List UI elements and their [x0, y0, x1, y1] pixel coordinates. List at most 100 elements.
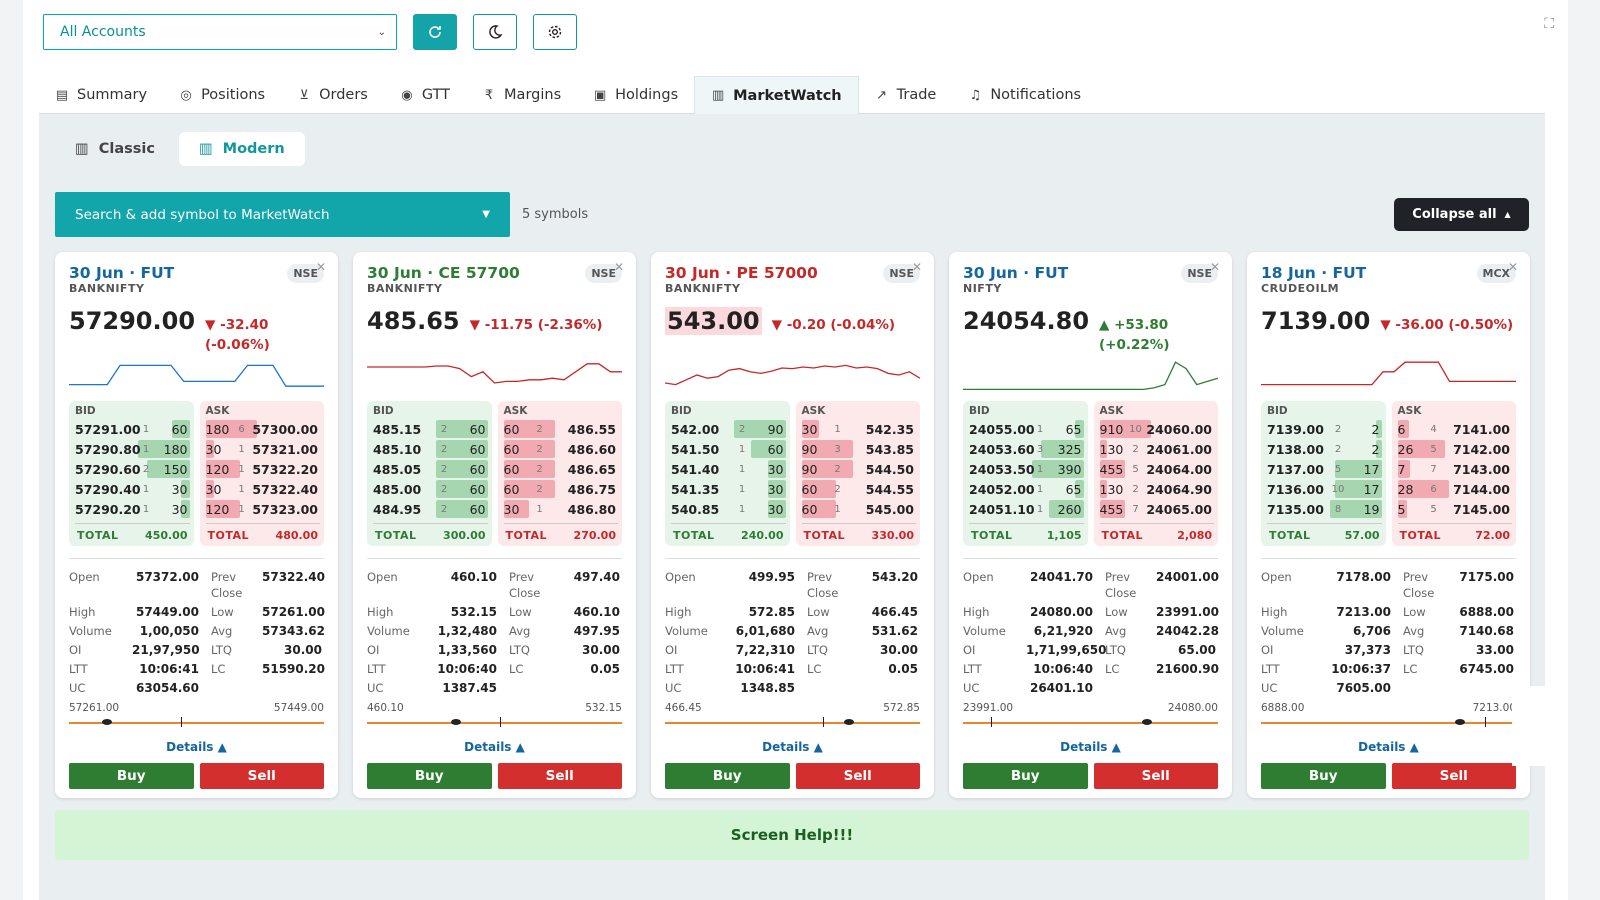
ask-row[interactable]: 120 1 57323.00: [205, 499, 321, 519]
bid-row[interactable]: 57290.40 1 30: [75, 479, 190, 499]
ask-row[interactable]: 28 6 7144.00: [1397, 479, 1513, 499]
tab-summary[interactable]: ▤ Summary: [39, 76, 163, 114]
ask-row[interactable]: 30 1 486.80: [503, 499, 619, 519]
bid-row[interactable]: 7138.00 2 2: [1267, 439, 1382, 459]
fullscreen-icon[interactable]: ⛶: [1544, 16, 1554, 32]
ask-row[interactable]: 910 10 24060.00: [1099, 419, 1215, 439]
ask-orders: 1: [238, 443, 245, 455]
tab-positions[interactable]: ◎ Positions: [163, 76, 281, 114]
ask-row[interactable]: 60 2 544.55: [801, 479, 917, 499]
bid-row[interactable]: 485.05 2 60: [373, 459, 488, 479]
ask-row[interactable]: 30 1 57321.00: [205, 439, 321, 459]
ask-qty: 120: [205, 501, 230, 517]
bid-row[interactable]: 57291.00 1 60: [75, 419, 190, 439]
tab-orders[interactable]: ⊻ Orders: [281, 76, 384, 114]
close-icon[interactable]: ✕: [911, 260, 922, 274]
dark-mode-button[interactable]: [473, 14, 517, 50]
tab-margins[interactable]: ₹ Margins: [466, 76, 577, 114]
bid-row[interactable]: 485.00 2 60: [373, 479, 488, 499]
bid-row[interactable]: 57290.20 1 30: [75, 499, 190, 519]
ask-row[interactable]: 120 1 57322.20: [205, 459, 321, 479]
bid-row[interactable]: 7135.00 8 19: [1267, 499, 1382, 519]
bid-row[interactable]: 540.85 1 30: [671, 499, 786, 519]
bid-row[interactable]: 485.10 2 60: [373, 439, 488, 459]
ask-row[interactable]: 455 7 24065.00: [1099, 499, 1215, 519]
tab-gtt[interactable]: ◉ GTT: [384, 76, 466, 114]
ask-row[interactable]: 30 1 57322.40: [205, 479, 321, 499]
ask-row[interactable]: 60 2 486.65: [503, 459, 619, 479]
view-modern-button[interactable]: ▥ Modern: [178, 132, 305, 166]
bid-volume-bar: [733, 420, 786, 438]
sell-button[interactable]: Sell: [199, 763, 324, 789]
bid-row[interactable]: 7136.00 10 17: [1267, 479, 1382, 499]
tab-notifications[interactable]: ♫ Notifications: [952, 76, 1097, 114]
tab-holdings[interactable]: ▣ Holdings: [577, 76, 694, 114]
ask-row[interactable]: 90 3 543.85: [801, 439, 917, 459]
bid-row[interactable]: 541.35 1 30: [671, 479, 786, 499]
ask-orders: 6: [238, 423, 245, 435]
ask-row[interactable]: 6 4 7141.00: [1397, 419, 1513, 439]
bid-row[interactable]: 484.95 2 60: [373, 499, 488, 519]
ask-volume-bar: [801, 460, 854, 478]
buy-button[interactable]: Buy: [1261, 763, 1386, 789]
bid-row[interactable]: 57290.60 2 150: [75, 459, 190, 479]
bid-row[interactable]: 57290.80 1 180: [75, 439, 190, 459]
last-price: 57290.00: [69, 307, 196, 335]
stat-value-ltt: 10:06:40: [1033, 662, 1093, 676]
ask-row[interactable]: 60 1 545.00: [801, 499, 917, 519]
settings-button[interactable]: [533, 14, 577, 50]
bid-row[interactable]: 541.40 1 30: [671, 459, 786, 479]
close-icon[interactable]: ✕: [1209, 260, 1220, 274]
ask-row[interactable]: 60 2 486.75: [503, 479, 619, 499]
bid-row[interactable]: 24051.10 1 260: [969, 499, 1084, 519]
details-toggle[interactable]: Details ▲: [762, 740, 823, 754]
ask-row[interactable]: 60 2 486.60: [503, 439, 619, 459]
buy-button[interactable]: Buy: [665, 763, 790, 789]
ask-header: ASK: [205, 405, 230, 417]
bid-row[interactable]: 541.50 1 60: [671, 439, 786, 459]
account-select[interactable]: All Accounts ⌄: [43, 14, 397, 50]
sell-button[interactable]: Sell: [1093, 763, 1218, 789]
bid-row[interactable]: 24055.00 1 65: [969, 419, 1084, 439]
sell-button[interactable]: Sell: [795, 763, 920, 789]
bid-row[interactable]: 7137.00 5 17: [1267, 459, 1382, 479]
ask-row[interactable]: 130 2 24061.00: [1099, 439, 1215, 459]
symbol-search-input[interactable]: Search & add symbol to MarketWatch ▼: [55, 192, 510, 237]
details-toggle[interactable]: Details ▲: [464, 740, 525, 754]
close-icon[interactable]: ✕: [1507, 260, 1518, 274]
details-toggle[interactable]: Details ▲: [1358, 740, 1419, 754]
ask-row[interactable]: 60 2 486.55: [503, 419, 619, 439]
bid-row[interactable]: 24052.00 1 65: [969, 479, 1084, 499]
ask-row[interactable]: 90 2 544.50: [801, 459, 917, 479]
close-icon[interactable]: ✕: [613, 260, 624, 274]
bid-row[interactable]: 7139.00 2 2: [1267, 419, 1382, 439]
details-toggle[interactable]: Details ▲: [1060, 740, 1121, 754]
bid-row[interactable]: 542.00 2 90: [671, 419, 786, 439]
ask-row[interactable]: 180 6 57300.00: [205, 419, 321, 439]
card-title: 30 Jun · PE 57000: [665, 264, 818, 282]
bid-row[interactable]: 24053.60 3 325: [969, 439, 1084, 459]
buy-button[interactable]: Buy: [367, 763, 492, 789]
ask-row[interactable]: 5 5 7145.00: [1397, 499, 1513, 519]
screen-help-banner[interactable]: Screen Help!!!: [55, 810, 1529, 860]
bid-row[interactable]: 24053.50 1 390: [969, 459, 1084, 479]
ask-row[interactable]: 26 5 7142.00: [1397, 439, 1513, 459]
view-classic-button[interactable]: ▥ Classic: [55, 132, 175, 166]
range-low: 460.10: [367, 702, 404, 714]
ask-row[interactable]: 30 1 542.35: [801, 419, 917, 439]
quote-stats: Open 57372.00 Prev Close 57322.40 High 57449.…: [69, 558, 325, 696]
close-icon[interactable]: ✕: [315, 260, 326, 274]
sell-button[interactable]: Sell: [1391, 763, 1516, 789]
details-toggle[interactable]: Details ▲: [166, 740, 227, 754]
ask-row[interactable]: 130 2 24064.90: [1099, 479, 1215, 499]
bid-row[interactable]: 485.15 2 60: [373, 419, 488, 439]
tab-marketwatch[interactable]: ▥ MarketWatch: [694, 76, 859, 114]
collapse-all-button[interactable]: Collapse all ▲: [1394, 198, 1529, 231]
sell-button[interactable]: Sell: [497, 763, 622, 789]
buy-button[interactable]: Buy: [69, 763, 194, 789]
ask-row[interactable]: 455 5 24064.00: [1099, 459, 1215, 479]
buy-button[interactable]: Buy: [963, 763, 1088, 789]
refresh-button[interactable]: [413, 14, 457, 50]
ask-row[interactable]: 7 7 7143.00: [1397, 459, 1513, 479]
tab-trade[interactable]: ↗ Trade: [859, 76, 953, 114]
